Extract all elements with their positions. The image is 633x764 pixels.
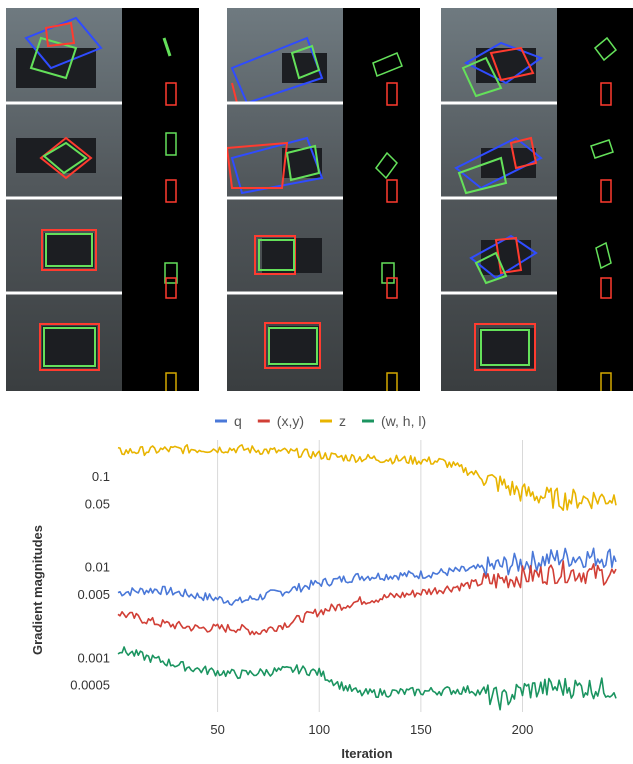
bev-box-red: [165, 179, 177, 203]
x-tick-label: 150: [410, 722, 432, 737]
car-silhouette: [44, 233, 94, 268]
birds-eye-view: [557, 8, 633, 391]
y-tick-label: 0.01: [85, 560, 110, 575]
bev-box-green: [162, 37, 172, 57]
x-tick-label: 50: [210, 722, 224, 737]
box-overlay: [441, 36, 618, 391]
car-silhouette: [481, 240, 531, 275]
y-tick-label: 0.1: [92, 469, 110, 484]
birds-eye-view: [343, 8, 420, 391]
pose-box-green: [268, 327, 318, 365]
example-panel-1: [6, 8, 199, 391]
car-silhouette: [479, 328, 534, 368]
box-overlay: [6, 16, 178, 391]
series-line: [117, 443, 617, 511]
car-silhouette: [42, 326, 97, 368]
pose-box-red: [474, 323, 536, 371]
pose-box-green: [461, 56, 503, 98]
bev-box-green: [593, 36, 618, 62]
series-line: [117, 547, 617, 606]
legend-label: (w, h, l): [381, 413, 426, 429]
example-panel-2: [227, 8, 420, 391]
bev-box-green: [164, 262, 178, 284]
pose-box-red: [227, 141, 289, 189]
pose-box-green: [29, 36, 78, 80]
legend-label: q: [234, 413, 242, 429]
bev-box-red: [600, 82, 612, 106]
x-axis-title: Iteration: [341, 746, 392, 761]
series-line: [117, 646, 617, 711]
car-silhouette: [269, 326, 319, 366]
bev-box-red: [386, 277, 398, 299]
birds-eye-view: [122, 8, 199, 391]
pose-box-green: [480, 329, 530, 366]
bev-box-overlap: [386, 372, 398, 391]
car-silhouette: [262, 238, 322, 273]
pose-box-blue: [463, 41, 544, 85]
bev-box-green: [595, 241, 612, 270]
legend-label: (x,y): [277, 413, 304, 429]
tick-labels: 50 100 150 200 0.1 0.05 0.01 0.005 0.001 0.0005: [70, 469, 533, 737]
bev-box-red: [165, 277, 177, 299]
pose-box-green: [45, 233, 93, 267]
bev-box-green: [590, 139, 614, 159]
bev-box-green: [165, 132, 177, 156]
pose-box-green: [474, 251, 508, 285]
pose-box-green: [258, 239, 295, 271]
pose-box-blue: [454, 136, 543, 190]
x-tick-label: 200: [512, 722, 534, 737]
y-tick-label: 0.005: [77, 587, 110, 602]
pose-box-blue: [469, 234, 538, 280]
legend: q (x,y) z (w, h, l): [215, 413, 426, 429]
car-silhouette: [481, 148, 536, 178]
bev-box-green: [375, 151, 398, 180]
pose-box-red: [264, 322, 321, 369]
bev-box-red: [600, 277, 612, 299]
pose-box-red: [39, 323, 100, 371]
pose-box-red: [509, 136, 538, 170]
pose-box-green: [457, 156, 508, 195]
pose-box-red: [231, 82, 238, 104]
pose-box-red: [39, 136, 93, 180]
pose-box-green: [285, 144, 321, 182]
pose-box-green: [42, 141, 88, 175]
x-tick-label: 100: [308, 722, 330, 737]
pose-box-blue: [230, 36, 324, 105]
y-axis-title: Gradient magnitudes: [30, 525, 45, 655]
series-line: [117, 560, 617, 636]
y-tick-label: 0.0005: [70, 678, 110, 693]
bev-box-green: [372, 52, 403, 77]
bev-box-red: [600, 179, 612, 203]
pose-box-green: [290, 44, 321, 80]
box-overlay: [227, 36, 403, 391]
bev-box-overlap: [600, 372, 612, 391]
y-tick-label: 0.001: [77, 650, 110, 665]
gradient-chart: 50 100 150 200 0.1 0.05 0.01 0.005 0.001 0.0005 q…: [30, 413, 617, 761]
legend-label: z: [339, 413, 346, 429]
pose-box-red: [44, 21, 76, 48]
bev-box-green: [381, 262, 395, 284]
bev-box-overlap: [165, 372, 177, 391]
bev-box-red: [386, 82, 398, 106]
example-panel-3: [441, 8, 633, 391]
y-tick-label: 0.05: [85, 496, 110, 511]
bev-box-red: [386, 179, 398, 203]
car-silhouette: [476, 48, 536, 83]
pose-box-green: [43, 327, 96, 367]
bev-box-red: [165, 82, 177, 106]
pose-box-blue: [230, 136, 324, 195]
pose-box-red: [41, 229, 97, 271]
pose-box-red: [489, 46, 535, 82]
series-lines: [117, 443, 617, 711]
gridlines: [217, 440, 523, 712]
